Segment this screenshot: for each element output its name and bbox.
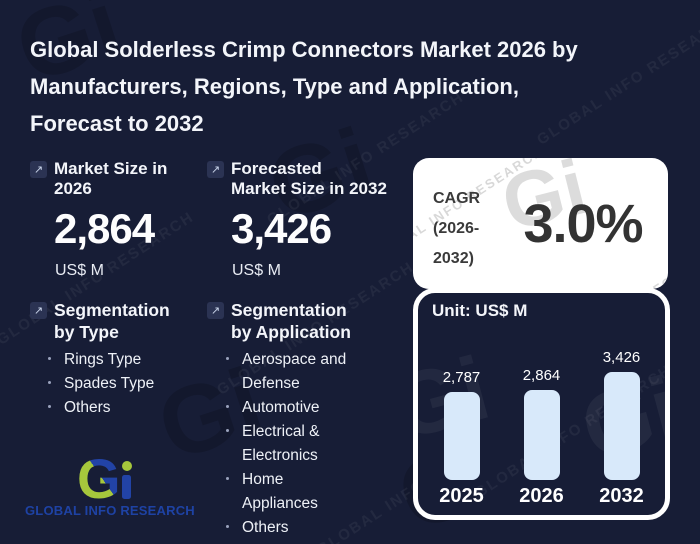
cagr-card: Gi GLOBAL INFO RESEARCH GLOBAL INFO RESE… [413,158,668,289]
segmentation-application-list: Aerospace and Defense Automotive Electri… [224,348,356,540]
bar-value-label: 2,864 [522,367,561,384]
list-item: Rings Type [46,348,186,372]
list-item: Spades Type [46,372,186,396]
logo-i-dot [121,461,132,471]
bar-category-label: 2026 [519,485,564,507]
logo-i-stem [122,475,131,499]
list-item: Home Appliances [224,468,356,516]
bar-group-2025: 2,787 2025 [426,349,498,508]
bar-value-label: 2,787 [442,369,481,386]
list-item: Automotive [224,396,356,420]
bar-group-2032: 3,426 2032 [586,349,658,508]
bar-chart-card: Gi Gi GLOBAL INFO RESEARCH Unit: US$ M 2… [413,288,670,520]
chart-unit-label: Unit: US$ M [432,301,528,320]
bar-2025 [443,392,480,480]
segmentation-application-heading: Segmentation by Application [231,300,351,342]
stat-value-forecast-2032: 3,426 [231,205,332,252]
stat-label-market-size-2026: Market Size in 2026 [54,159,168,198]
trend-arrow-icon: ↗ [207,161,224,178]
logo-name: GLOBAL INFO RESEARCH [25,503,195,518]
bar-2026 [523,390,560,480]
segmentation-type-list: Rings Type Spades Type Others [46,348,186,420]
bar-value-label: 3,426 [602,349,641,366]
bar-group-2026: 2,864 2026 [506,349,578,508]
list-item: Others [224,516,356,540]
segmentation-type-heading: Segmentation by Type [54,300,170,342]
bar-2032 [603,372,640,480]
stat-label-forecast-2032: Forecasted Market Size in 2032 [231,159,387,198]
global-info-research-logo: G GLOBAL INFO RESEARCH [25,456,195,518]
bar-category-label: 2032 [599,485,644,507]
trend-arrow-icon: ↗ [207,302,224,319]
stat-unit: US$ M [232,262,281,279]
svg-text:G: G [77,456,119,500]
logo-g-glyph: G [77,456,119,500]
list-item: Aerospace and Defense [224,348,356,396]
stat-unit: US$ M [55,262,104,279]
bar-category-label: 2025 [439,485,484,507]
trend-arrow-icon: ↗ [30,302,47,319]
list-item: Others [46,396,186,420]
cagr-label: CAGR (2026- 2032) [433,190,481,267]
bar-chart: 2,787 2025 2,864 2026 3,426 2032 [418,349,665,508]
logo-i-glyph [121,461,132,500]
logo-monogram: G [25,456,183,500]
cagr-value: 3.0% [523,193,643,254]
page-title: Global Solderless Crimp Connectors Marke… [30,37,578,136]
list-item: Electrical & Electronics [224,420,356,468]
stat-value-market-size-2026: 2,864 [54,205,155,252]
trend-arrow-icon: ↗ [30,161,47,178]
